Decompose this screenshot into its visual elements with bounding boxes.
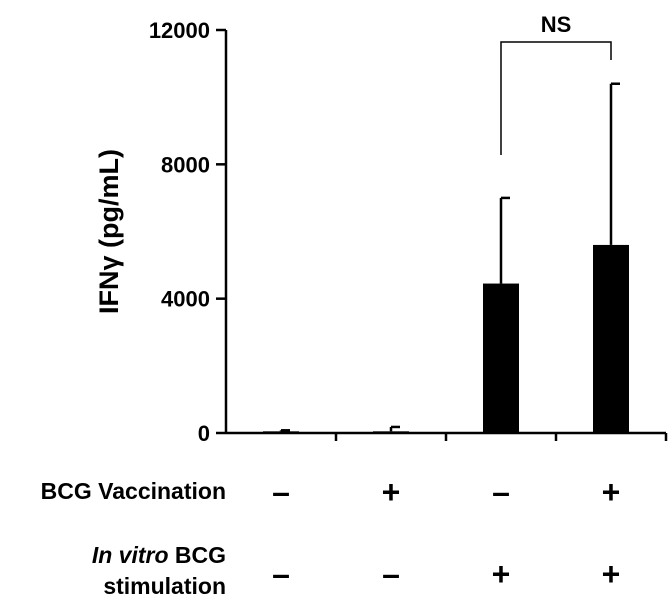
- significance-bracket: [500, 41, 612, 155]
- condition-sign: +: [602, 474, 621, 510]
- condition-sign: –: [272, 474, 290, 510]
- significance-label: NS: [541, 12, 572, 37]
- bar: [373, 431, 409, 433]
- condition-label-in-vitro-stimulation: In vitro BCG stimulation: [92, 540, 226, 602]
- condition-label-text: BCG: [168, 542, 226, 568]
- condition-label-text: BCG Vaccination: [40, 478, 226, 504]
- condition-table: – + – + – – + +: [272, 474, 620, 592]
- y-tick-label: 12000: [149, 18, 210, 43]
- chart-annotations: NS: [500, 12, 612, 155]
- condition-label-italic-text: In vitro: [91, 542, 169, 568]
- condition-sign: –: [492, 474, 510, 510]
- condition-sign: +: [602, 556, 621, 592]
- y-tick-label: 8000: [161, 152, 210, 177]
- bar: [263, 431, 299, 433]
- condition-sign: +: [492, 556, 511, 592]
- chart-axes: 0 4000 8000 12000 IFNγ (pg/mL): [94, 18, 668, 446]
- bar: [483, 283, 519, 433]
- condition-label-text: stimulation: [103, 573, 226, 599]
- condition-sign: –: [382, 556, 400, 592]
- y-axis-label: IFNγ (pg/mL): [94, 149, 124, 314]
- chart-bars: [263, 82, 629, 433]
- condition-sign: –: [272, 556, 290, 592]
- bar: [593, 244, 629, 433]
- y-tick-label: 0: [198, 421, 210, 446]
- condition-label-bcg-vaccination: BCG Vaccination: [41, 478, 226, 505]
- y-tick-label: 4000: [161, 287, 210, 312]
- condition-sign: +: [382, 474, 401, 510]
